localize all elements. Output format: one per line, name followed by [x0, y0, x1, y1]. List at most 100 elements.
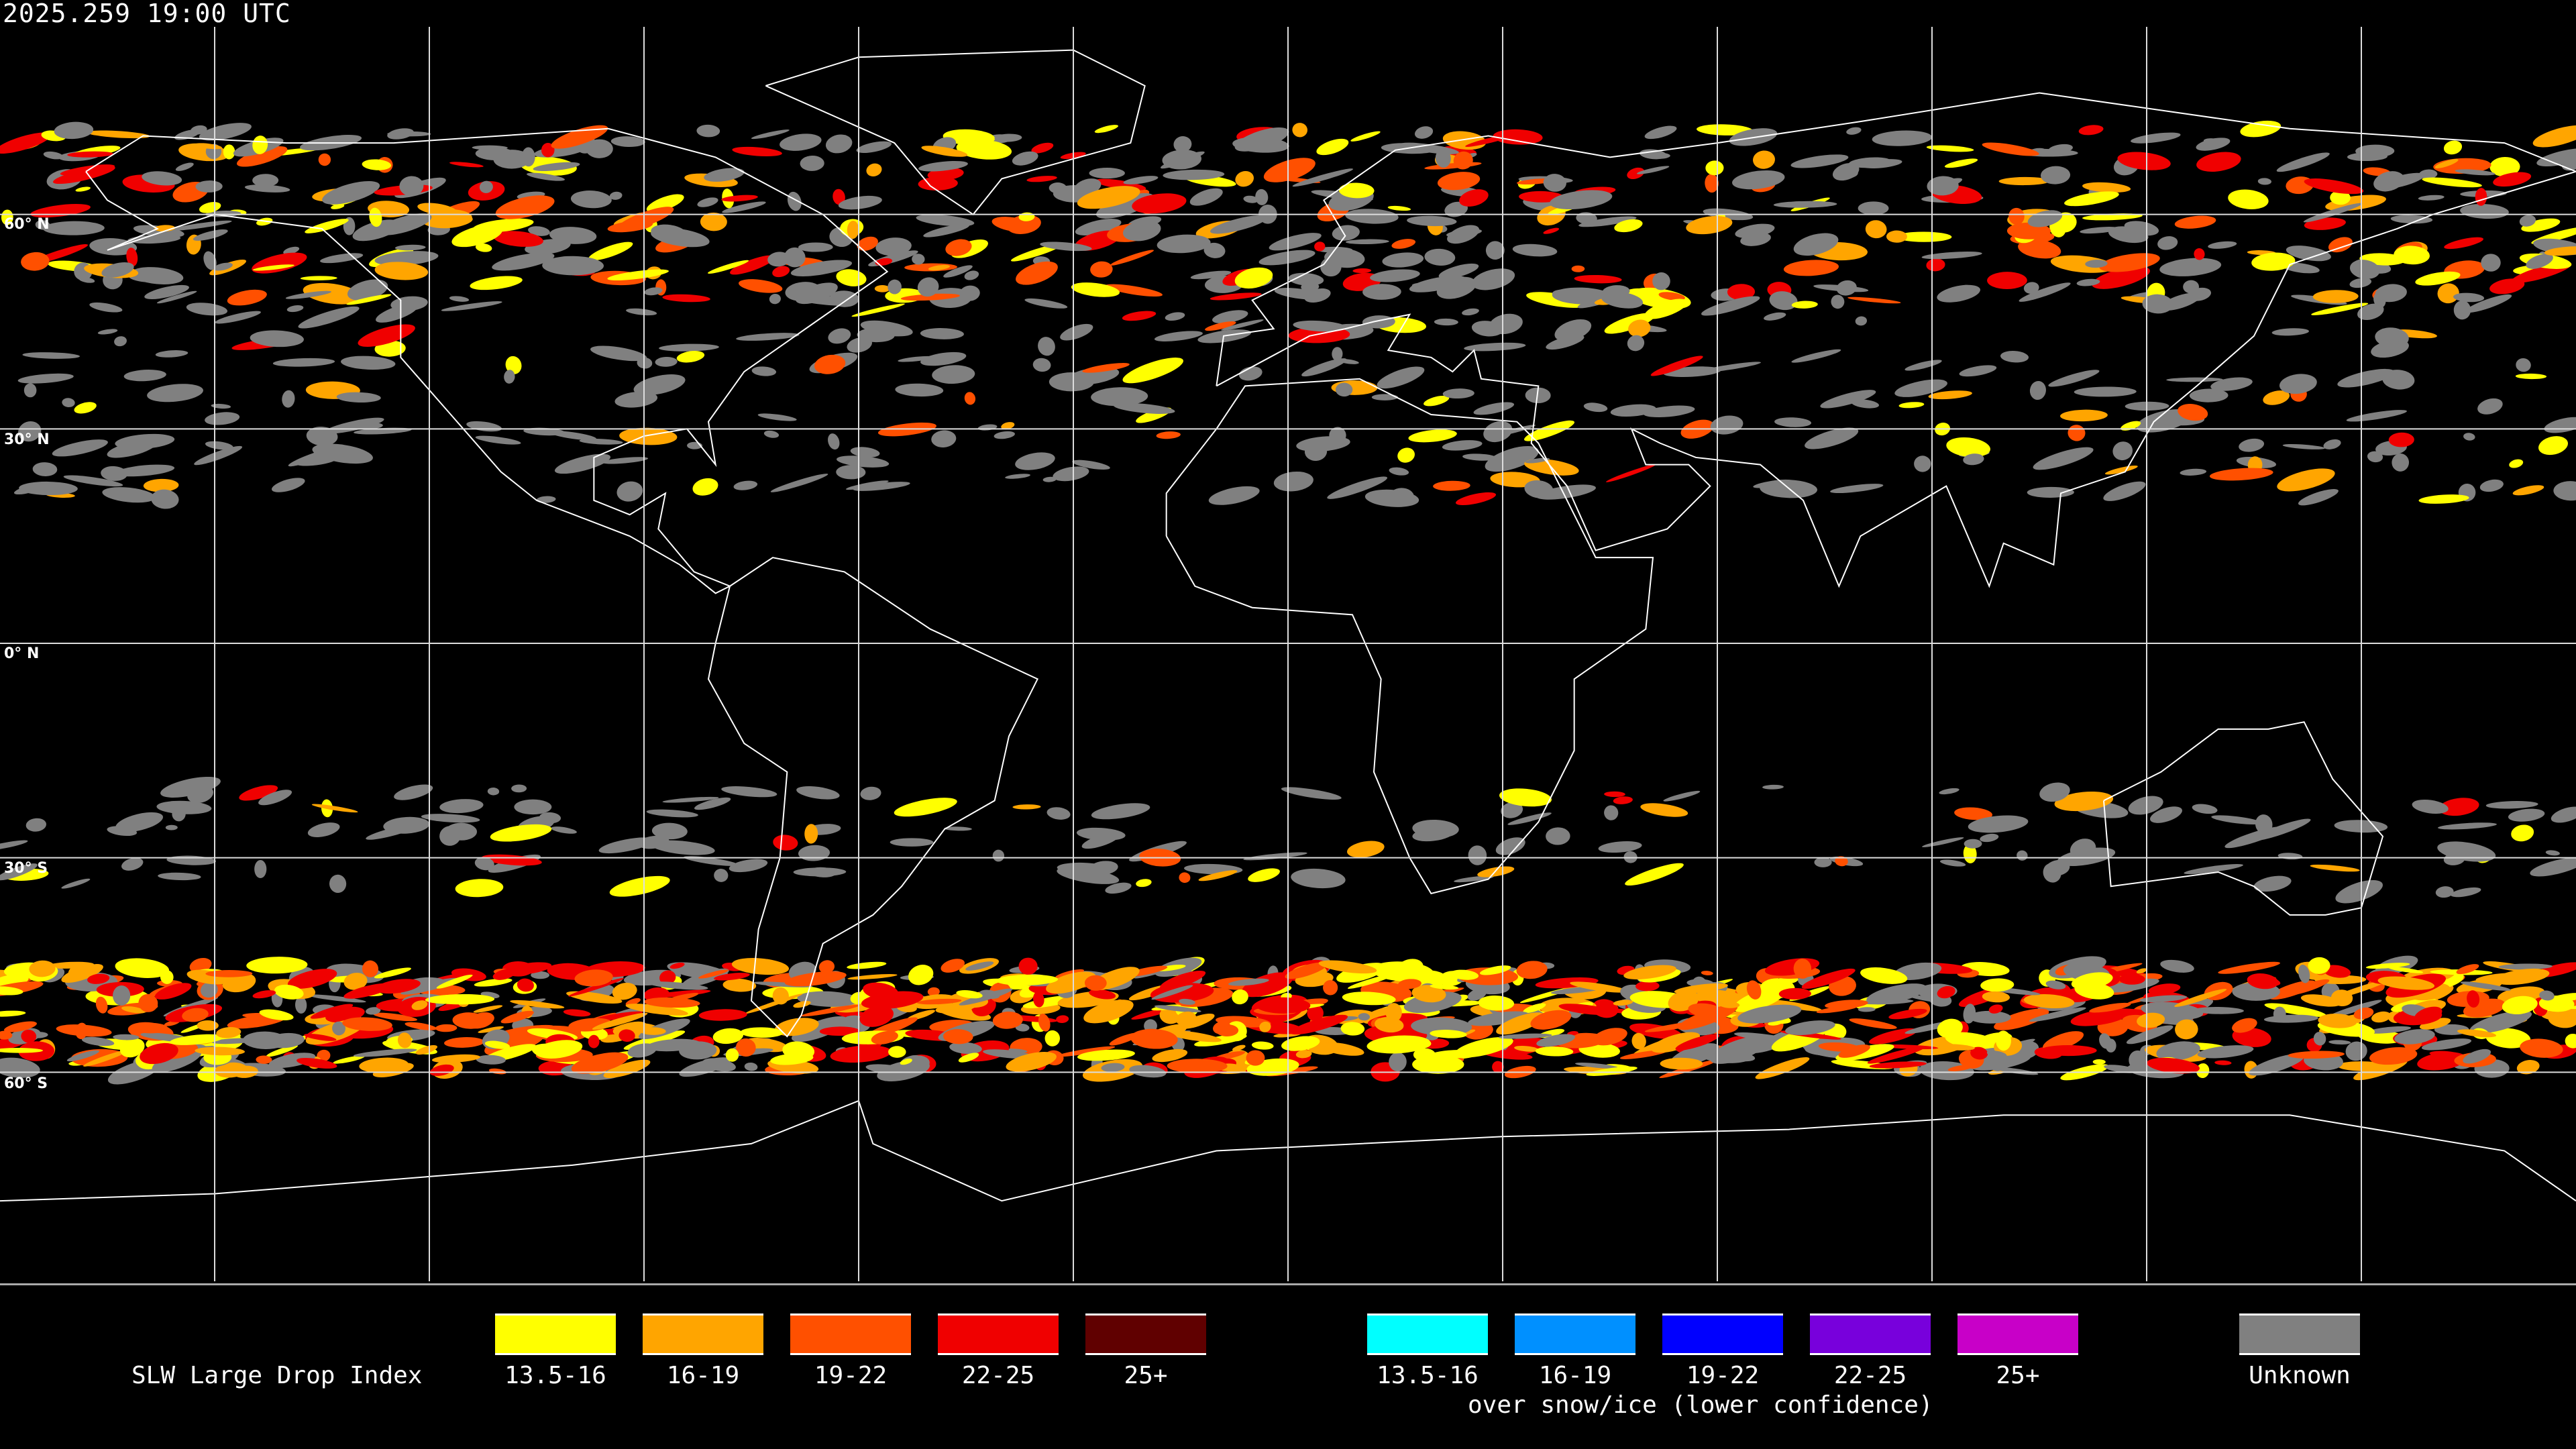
slw-patch [2394, 246, 2430, 265]
slw-patch [366, 1007, 381, 1015]
slw-patch [1552, 287, 1612, 305]
slw-patch [958, 1053, 979, 1063]
slw-patch [2104, 466, 2138, 475]
slw-patch [222, 972, 256, 993]
slw-patch [1256, 997, 1311, 1014]
slw-patch [825, 134, 853, 154]
slw-patch [619, 1029, 635, 1042]
slw-patch [1100, 836, 1116, 841]
slw-patch [19, 481, 78, 496]
slw-patch [2418, 494, 2469, 504]
slw-patch [856, 141, 892, 153]
slw-patch [119, 1038, 145, 1058]
slw-patch [2419, 1018, 2451, 1030]
slw-patch [0, 1048, 44, 1053]
slw-patch [223, 144, 235, 160]
slw-patch [362, 960, 379, 977]
slw-patch [1896, 231, 1952, 242]
slw-patch [2349, 260, 2380, 279]
slw-patch [205, 970, 253, 977]
slw-patch [347, 279, 388, 301]
slw-patch [1710, 415, 1743, 435]
slw-patch [1212, 310, 1248, 324]
slw-patch [1847, 297, 1901, 304]
slw-patch [607, 269, 669, 281]
slw-patch [2394, 1029, 2435, 1044]
slw-patch [549, 227, 597, 244]
slw-patch [1627, 335, 1645, 352]
slw-patch [853, 482, 910, 491]
slw-patch [1179, 872, 1191, 883]
slw-patch [1232, 137, 1289, 153]
slw-patch [2263, 390, 2290, 405]
slw-patch [1352, 268, 1372, 274]
slw-patch [1987, 272, 2027, 289]
slw-patch [1988, 1004, 2003, 1014]
slw-patch [156, 800, 212, 814]
slw-patch [1232, 989, 1248, 1005]
slw-patch [692, 478, 718, 496]
slw-patch [2210, 377, 2253, 391]
slw-patch [1543, 174, 1566, 192]
slw-patch [1733, 987, 1786, 1012]
slw-patch [1888, 1008, 1927, 1020]
slw-patch [341, 356, 396, 370]
slw-patch [838, 195, 882, 210]
slw-patch [259, 1009, 294, 1021]
slw-patch [2387, 967, 2424, 973]
slw-patch [415, 1044, 438, 1055]
slw-patch [1921, 252, 1982, 260]
slw-patch [2369, 1047, 2418, 1065]
slw-patch [346, 294, 392, 305]
slw-patch [332, 1021, 345, 1036]
slw-patch [258, 790, 292, 806]
slw-patch [324, 417, 384, 434]
slw-patch [1894, 379, 1947, 397]
slw-patch [1320, 257, 1342, 277]
slw-patch [2530, 857, 2576, 877]
slw-patch [282, 390, 295, 408]
slw-patch [244, 184, 290, 193]
slw-patch [1525, 387, 1551, 404]
slw-patch [172, 806, 186, 822]
slw-patch [2322, 965, 2351, 978]
slw-patch [798, 845, 830, 861]
slw-patch [1001, 422, 1015, 430]
slw-patch [1507, 812, 1552, 825]
slw-patch [992, 1011, 1023, 1029]
lat-label-30n: 30° N [4, 431, 50, 448]
slw-patch [43, 151, 64, 160]
slw-patch [574, 969, 613, 987]
slw-patch [2150, 806, 2182, 823]
slw-patch [1290, 1014, 1348, 1035]
slw-patch [1105, 284, 1163, 297]
slw-patch [800, 155, 824, 171]
slw-patch [1994, 1008, 2049, 1030]
slw-patch [431, 1054, 481, 1063]
slw-patch [2437, 283, 2459, 304]
slw-patch [1869, 1028, 1917, 1044]
slw-patch [1295, 1050, 1312, 1059]
slw-patch [475, 243, 492, 252]
slw-patch [200, 982, 218, 998]
slw-patch [376, 213, 432, 235]
slw-patch [1963, 453, 1984, 466]
slw-patch [380, 222, 393, 229]
slw-patch [215, 311, 261, 324]
slw-patch [1524, 420, 1574, 441]
slw-patch [2099, 1033, 2112, 1049]
slw-patch [1273, 471, 1313, 492]
slw-patch [1097, 221, 1112, 229]
slw-patch [492, 252, 555, 271]
slw-patch [1791, 301, 1818, 309]
slw-patch [511, 784, 527, 793]
slw-patch [1154, 331, 1203, 341]
slw-patch [1375, 1016, 1404, 1033]
slw-patch [199, 123, 252, 141]
slw-patch [1523, 1003, 1546, 1014]
slw-patch [1044, 1030, 1061, 1046]
slw-patch [1805, 427, 1859, 449]
slw-patch [533, 162, 580, 172]
slw-patch [1576, 212, 1597, 225]
slw-patch [2008, 207, 2025, 225]
